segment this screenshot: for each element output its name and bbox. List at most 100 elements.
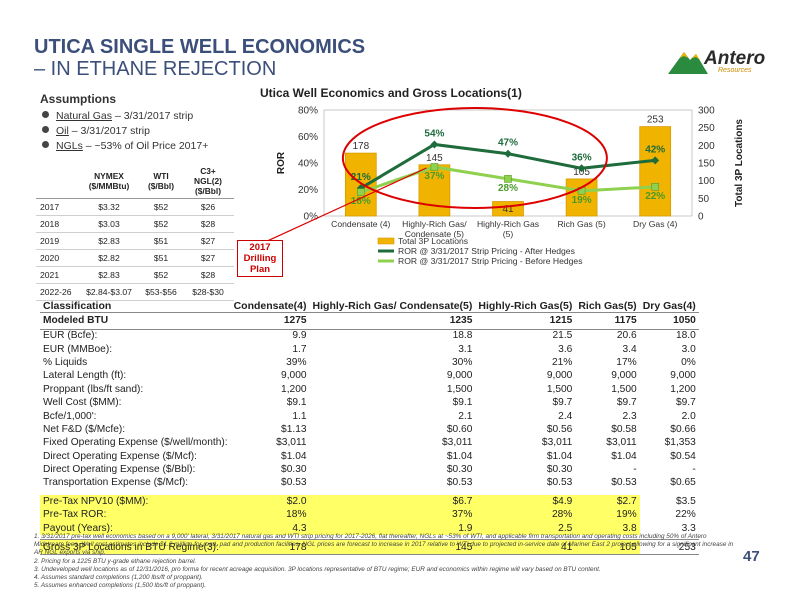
- y-tick-label: 80%: [298, 106, 318, 117]
- table-cell: Net F&D ($/Mcfe):: [43, 423, 126, 435]
- y2-tick-label: 250: [698, 123, 715, 134]
- x-tick-label: Highly-Rich Gas/: [402, 219, 467, 229]
- table-cell: 9.9: [292, 330, 307, 342]
- assumption-item: Natural Gas – 3/31/2017 strip: [40, 109, 208, 124]
- table-cell: $1.04: [546, 450, 573, 462]
- table-cell: $1.04: [446, 450, 473, 462]
- table-cell: 21%: [551, 356, 573, 368]
- assumption-label: NGLs: [56, 140, 83, 152]
- price-cell: $51: [140, 249, 182, 267]
- y2-tick-label: 100: [698, 176, 715, 187]
- table-cell: Proppant (lbs/ft sand):: [43, 383, 144, 395]
- x-tick-label: Condensate (4): [331, 219, 390, 229]
- table-cell: $0.53: [446, 477, 473, 489]
- table-cell: Direct Operating Expense ($/Mcf):: [43, 450, 198, 462]
- price-cell: $2.82: [78, 249, 140, 267]
- table-cell: $1.04: [611, 450, 637, 462]
- y-axis-label: ROR: [276, 151, 287, 174]
- table-cell: 9,000: [446, 370, 473, 382]
- table-cell: 1,500: [446, 383, 473, 395]
- table-cell: 3.6: [558, 343, 573, 355]
- price-cell: $52: [140, 215, 182, 233]
- table-cell: 1,500: [546, 383, 573, 395]
- line-point: [504, 149, 512, 158]
- table-row: % Liquids 39% 30% 21% 17% 0%: [40, 356, 699, 369]
- gross-locations-row: Gross 3P Locations in BTU Regime(3): 178…: [40, 539, 699, 556]
- legend-label: Total 3P Locations: [398, 236, 468, 246]
- table-cell: 2.1: [458, 410, 473, 422]
- table-cell: 3.8: [575, 521, 640, 535]
- line-data-label: 54%: [424, 128, 444, 139]
- table-cell: Bcfe/1,000':: [43, 410, 97, 422]
- table-cell: 37%: [309, 508, 476, 522]
- table-cell: 9,000: [546, 370, 573, 382]
- y2-tick-label: 0: [698, 212, 704, 223]
- table-cell: -: [633, 464, 637, 476]
- table-row: Fixed Operating Expense ($/well/month): $…: [40, 436, 699, 449]
- page-number: 47: [743, 548, 760, 565]
- y-tick-label: 60%: [298, 132, 318, 143]
- table-cell: $3,011: [606, 437, 637, 449]
- table-cell: 1.7: [292, 343, 307, 355]
- line-point: [651, 156, 660, 165]
- price-table-row: 2017 $3.32 $52 $26: [36, 198, 234, 216]
- footnote: 3. Undeveloped well locations as of 12/3…: [34, 565, 601, 573]
- econ-header-cell: Dry Gas(4): [639, 282, 699, 313]
- price-cell: 2019: [36, 232, 78, 250]
- table-cell: $0.30: [281, 464, 307, 476]
- table-cell: 145: [309, 539, 476, 556]
- table-row: Lateral Length (ft): 9,000 9,000 9,000 9,000…: [40, 369, 699, 382]
- antero-logo: Antero Resources: [666, 40, 776, 80]
- legend-swatch: [377, 237, 395, 245]
- table-cell: -: [692, 464, 696, 476]
- logo-sub: Resources: [718, 67, 752, 74]
- assumption-text: – 3/31/2017 strip: [68, 125, 150, 137]
- price-cell: $52: [140, 198, 182, 216]
- highlight-row: Pre-Tax ROR: 18% 37% 28% 19% 22%: [40, 508, 699, 522]
- footnotes: 1. 3/31/2017 pre-tax well economics base…: [34, 533, 734, 590]
- table-cell: 18.0: [675, 330, 696, 342]
- table-cell: 1,500: [611, 383, 637, 395]
- price-cell: $51: [140, 232, 182, 250]
- price-cell: $26: [182, 198, 234, 216]
- line-point: [651, 183, 660, 191]
- price-table-row: 2018 $3.03 $52 $28: [36, 215, 234, 233]
- table-cell: 1,200: [670, 383, 696, 395]
- y2-tick-label: 200: [698, 141, 715, 152]
- x-tick-label: Highly-Rich Gas: [477, 219, 539, 229]
- bar: [565, 178, 598, 217]
- drilling-plan-annotation: 2017 Drilling Plan: [237, 240, 283, 277]
- econ-header-cell: Rich Gas(5): [575, 282, 640, 313]
- table-row: EUR (MMBoe): 1.7 3.1 3.6 3.4 3.0: [40, 342, 699, 355]
- table-cell: $4.9: [475, 494, 576, 509]
- price-header-cell: NYMEX ($/MMBtu): [78, 164, 140, 199]
- line-data-label: 19%: [572, 195, 592, 206]
- table-cell: Lateral Length (ft):: [43, 370, 127, 382]
- table-cell: 2.5: [475, 521, 576, 535]
- bar-data-label: 41: [502, 204, 514, 215]
- y2-tick-label: 300: [698, 106, 715, 117]
- table-cell: $0.60: [446, 423, 473, 435]
- line-point: [577, 164, 586, 173]
- table-cell: 18.8: [452, 330, 473, 342]
- line-point: [357, 188, 365, 196]
- table-cell: $9.1: [452, 397, 473, 409]
- table-row: Direct Operating Expense ($/Mcf): $1.04 $1…: [40, 450, 699, 463]
- table-cell: 9,000: [611, 370, 637, 382]
- assumption-label: Oil: [56, 125, 69, 137]
- econ-header-cell: Condensate(4): [230, 282, 310, 313]
- table-cell: 1050: [639, 312, 699, 330]
- price-cell: $3.03: [78, 215, 140, 233]
- econ-header-row: Classification Condensate(4) Highly-Rich…: [40, 282, 699, 313]
- table-cell: 22%: [639, 508, 699, 522]
- table-cell: 1275: [230, 312, 310, 330]
- table-cell: EUR (Bcfe):: [43, 330, 98, 342]
- price-cell: $3.32: [78, 198, 140, 216]
- table-cell: $2.0: [230, 494, 310, 509]
- table-cell: 3.3: [639, 521, 699, 535]
- table-cell: $3.5: [639, 494, 699, 509]
- table-cell: $0.66: [670, 423, 696, 435]
- price-cell: $28: [182, 215, 234, 233]
- table-cell: Pre-Tax ROR:: [40, 508, 231, 522]
- legend-label: ROR @ 3/31/2017 Strip Pricing - Before H…: [398, 256, 583, 266]
